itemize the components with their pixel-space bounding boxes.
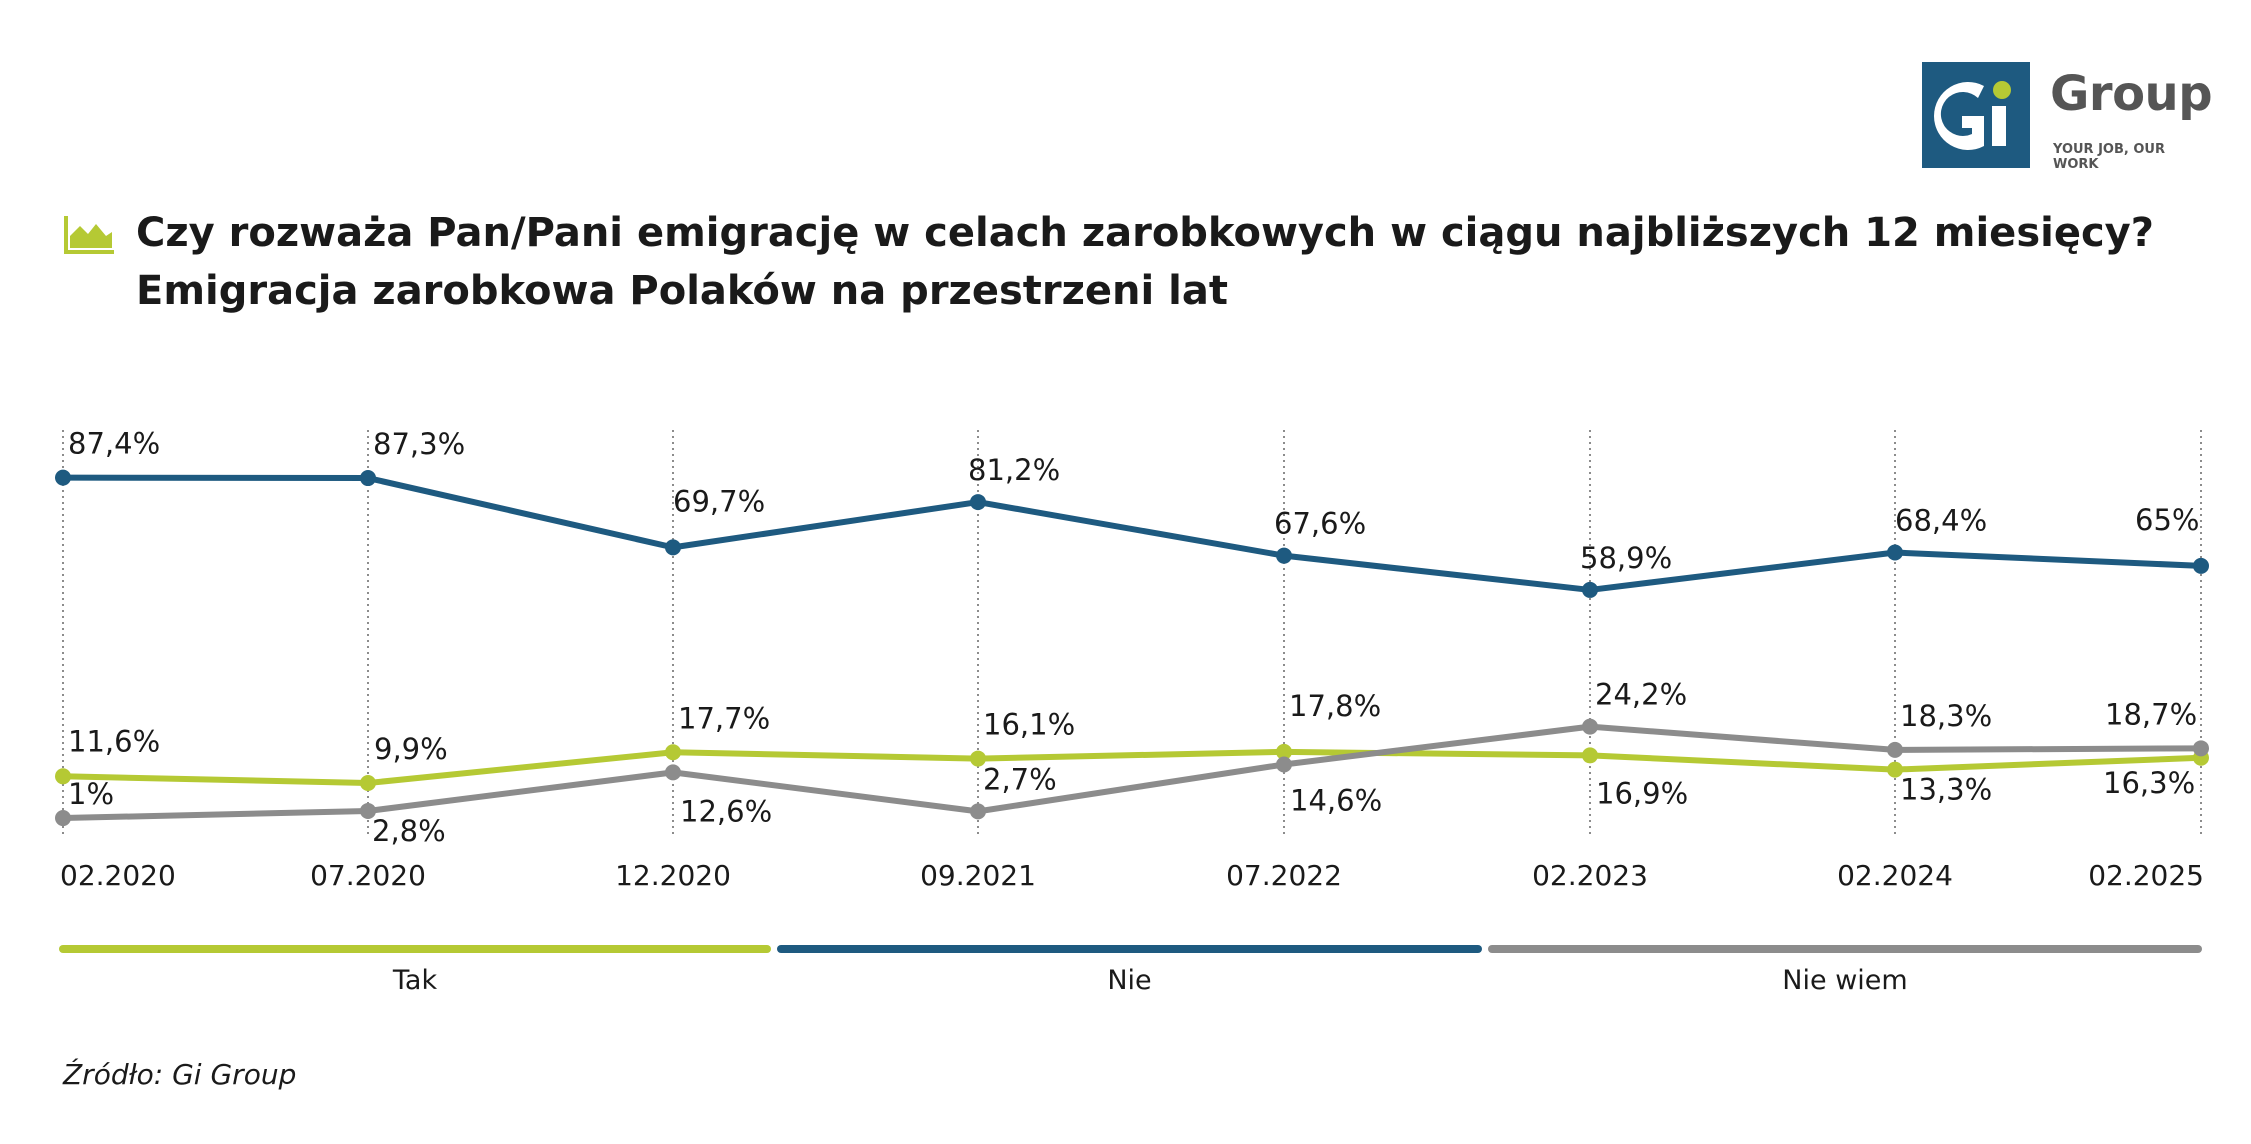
logo-brand-name: Group bbox=[2050, 66, 2213, 122]
data-label-nie_wiem: 2,7% bbox=[983, 762, 1057, 796]
data-point-nie_wiem bbox=[665, 764, 681, 781]
data-point-nie bbox=[1276, 547, 1292, 564]
x-tick-label: 07.2020 bbox=[310, 859, 426, 892]
x-tick-label: 02.2020 bbox=[60, 859, 176, 892]
x-tick-label: 02.2024 bbox=[1837, 859, 1953, 892]
data-point-nie bbox=[360, 470, 376, 487]
data-label-nie_wiem: 18,3% bbox=[1900, 699, 1992, 733]
data-point-tak bbox=[1276, 743, 1292, 760]
data-point-nie bbox=[2193, 557, 2209, 574]
data-point-nie_wiem bbox=[55, 810, 71, 827]
data-label-tak: 11,6% bbox=[68, 724, 160, 758]
data-point-nie bbox=[1887, 544, 1903, 561]
data-label-nie_wiem: 24,2% bbox=[1595, 678, 1687, 712]
x-tick-label: 07.2022 bbox=[1226, 859, 1342, 892]
series-lines bbox=[60, 474, 2204, 822]
data-point-tak bbox=[360, 774, 376, 791]
data-label-nie: 87,4% bbox=[68, 427, 160, 461]
data-point-nie bbox=[665, 539, 681, 556]
data-label-nie_wiem: 14,6% bbox=[1290, 783, 1382, 817]
data-label-nie: 67,6% bbox=[1274, 507, 1366, 541]
data-label-nie: 87,3% bbox=[373, 427, 465, 461]
data-label-tak: 16,9% bbox=[1596, 776, 1688, 810]
gi-group-logo: Group YOUR JOB, OUR WORK bbox=[1922, 62, 2213, 172]
data-label-tak: 16,3% bbox=[2103, 766, 2195, 800]
series-line-nie bbox=[60, 474, 2204, 593]
x-tick-label: 12.2020 bbox=[615, 859, 731, 892]
data-point-nie_wiem bbox=[970, 803, 986, 820]
data-point-nie bbox=[1582, 581, 1598, 598]
data-label-nie: 68,4% bbox=[1895, 504, 1987, 538]
data-labels: 11,6% 9,9% 17,7% 16,1% 17,8% 16,9% 13,3% 16,3% 1… bbox=[68, 427, 2199, 848]
data-label-tak: 9,9% bbox=[374, 732, 448, 766]
data-points bbox=[55, 469, 2209, 827]
data-point-tak bbox=[1582, 747, 1598, 764]
data-point-nie_wiem bbox=[2193, 740, 2209, 757]
data-point-tak bbox=[55, 768, 71, 785]
data-point-nie_wiem bbox=[360, 802, 376, 819]
data-point-nie_wiem bbox=[1887, 741, 1903, 758]
data-point-nie_wiem bbox=[1582, 718, 1598, 735]
legend-label-tak: Tak bbox=[392, 965, 438, 996]
data-point-nie bbox=[970, 494, 986, 511]
data-label-tak: 17,7% bbox=[678, 701, 770, 735]
data-point-tak bbox=[1887, 761, 1903, 778]
series-line-nie_wiem bbox=[60, 723, 2204, 822]
legend-label-nie_wiem: Nie wiem bbox=[1782, 965, 1907, 996]
x-tick-label: 02.2023 bbox=[1532, 859, 1648, 892]
data-point-tak bbox=[970, 750, 986, 767]
legend-label-nie: Nie bbox=[1107, 965, 1151, 996]
legend: Tak Nie Nie wiem bbox=[59, 945, 2202, 996]
series-line-tak bbox=[60, 748, 2204, 786]
logo-tagline: YOUR JOB, OUR WORK bbox=[2053, 142, 2165, 172]
data-label-tak: 16,1% bbox=[983, 708, 1075, 742]
x-axis-tick-labels: 02.2020 07.2020 12.2020 09.2021 07.2022 02.20… bbox=[60, 859, 2204, 892]
x-tick-label: 02.2025 bbox=[2088, 859, 2204, 892]
data-label-tak: 13,3% bbox=[1900, 773, 1992, 807]
logo-mark bbox=[1922, 62, 2030, 168]
data-label-nie: 69,7% bbox=[673, 484, 765, 518]
source-note: Źródło: Gi Group bbox=[63, 1058, 297, 1091]
data-label-nie: 58,9% bbox=[1580, 541, 1672, 575]
data-label-nie_wiem: 2,8% bbox=[372, 814, 446, 848]
gi-logo-icon bbox=[1934, 81, 2011, 150]
x-tick-label: 09.2021 bbox=[920, 859, 1036, 892]
data-label-nie: 65% bbox=[2135, 503, 2199, 537]
data-point-tak bbox=[665, 744, 681, 761]
vertical-gridlines bbox=[62, 430, 2202, 836]
data-label-nie_wiem: 1% bbox=[68, 777, 114, 811]
data-label-tak: 17,8% bbox=[1289, 689, 1381, 723]
data-point-nie_wiem bbox=[1276, 756, 1292, 773]
data-label-nie: 81,2% bbox=[968, 453, 1060, 487]
chart-subtitle: Emigracja zarobkowa Polaków na przestrze… bbox=[136, 268, 1228, 314]
area-chart-icon bbox=[64, 216, 114, 254]
data-point-nie bbox=[55, 469, 71, 486]
chart-title: Czy rozważa Pan/Pani emigrację w celach … bbox=[136, 210, 2154, 256]
data-label-nie_wiem: 12,6% bbox=[680, 794, 772, 828]
data-label-nie_wiem: 18,7% bbox=[2105, 697, 2197, 731]
